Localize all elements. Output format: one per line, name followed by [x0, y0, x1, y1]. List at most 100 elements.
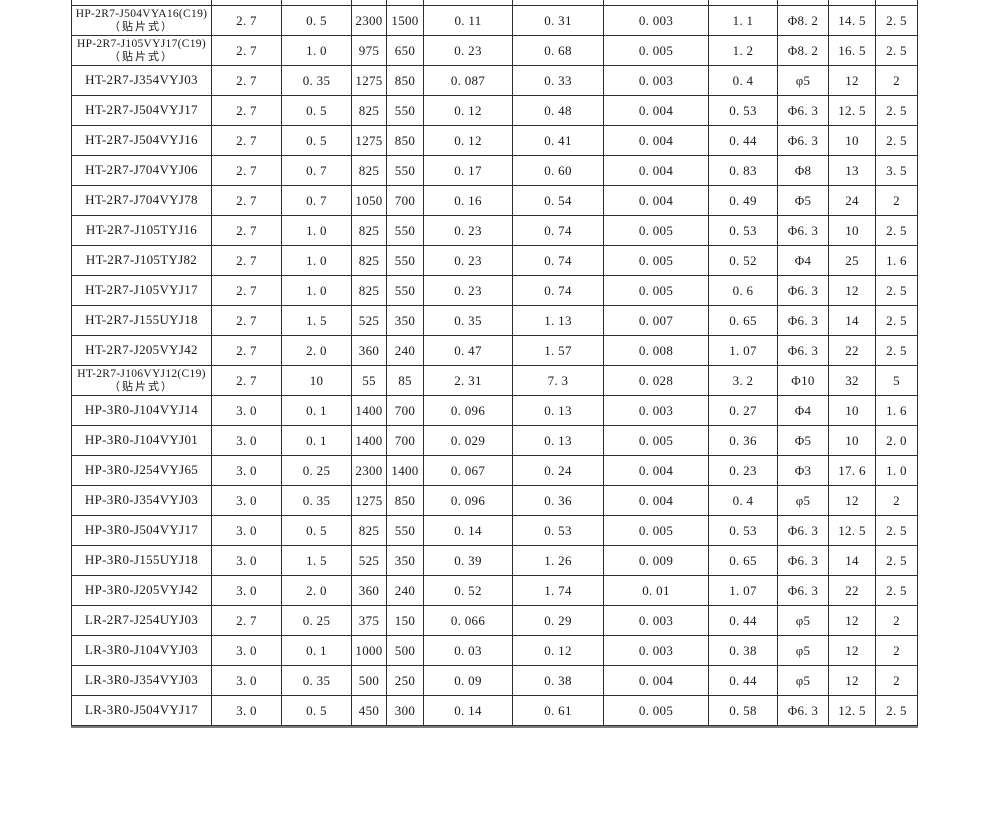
cell-value-9: Φ6. 3	[777, 275, 829, 306]
cell-value-6: 0. 41	[512, 125, 604, 156]
table-row: HT-2R7-J504VYJ17 2. 7 0. 5 825 550 0. 12 0. 48…	[71, 95, 918, 126]
cell-model: HP-3R0-J155UYJ18	[71, 545, 212, 576]
cell-value-9: φ5	[777, 665, 829, 696]
cell-value-5: 0. 39	[423, 545, 513, 576]
model-number: HP-3R0-J254VYJ65	[84, 462, 199, 478]
cell-value-10: 10	[828, 125, 876, 156]
cell-value-11: 2. 5	[875, 215, 918, 246]
cell-value-2: 0. 7	[281, 185, 352, 216]
cell-value-3: 1275	[351, 485, 387, 516]
cell-value-11: 2. 5	[875, 695, 918, 726]
cell-value-10: 13	[828, 155, 876, 186]
cell-value-6: 0. 33	[512, 65, 604, 96]
cell-value-7: 0. 005	[603, 515, 709, 546]
model-number: HT-2R7-J354VYJ03	[85, 72, 198, 88]
cell-model: LR-3R0-J354VYJ03	[71, 665, 212, 696]
cell-value-9: Φ3	[777, 455, 829, 486]
cell-value-11: 2. 5	[875, 95, 918, 126]
cell-value-10: 12	[828, 65, 876, 96]
cell-value-3: 525	[351, 305, 387, 336]
cell-value-4: 550	[386, 515, 424, 546]
cell-value-5: 0. 087	[423, 65, 513, 96]
cell-value-3: 825	[351, 515, 387, 546]
model-number: HT-2R7-J504VYJ17	[85, 102, 198, 118]
cell-value-5: 0. 096	[423, 395, 513, 426]
table-row: HT-2R7-J504VYJ16 2. 7 0. 5 1275 850 0. 12 0. 4…	[71, 125, 918, 156]
cell-value-4: 550	[386, 95, 424, 126]
cell-value-8: 0. 53	[708, 515, 778, 546]
cell-value-7: 0. 004	[603, 155, 709, 186]
cell-value-5: 0. 47	[423, 335, 513, 366]
cell-value-8: 0. 27	[708, 395, 778, 426]
cell-model: HP-3R0-J104VYJ01	[71, 425, 212, 456]
cell-value-11: 2	[875, 485, 918, 516]
cell-value-2: 0. 1	[281, 425, 352, 456]
cell-value-3: 2300	[351, 5, 387, 36]
cell-value-6: 0. 54	[512, 185, 604, 216]
cell-value-5: 0. 52	[423, 575, 513, 606]
cell-model: LR-3R0-J104VYJ03	[71, 635, 212, 666]
cell-value-8: 0. 58	[708, 695, 778, 726]
cell-value-2: 0. 5	[281, 5, 352, 36]
cell-value-4: 1500	[386, 5, 424, 36]
cell-model: HP-3R0-J504VYJ17	[71, 515, 212, 546]
cell-value-8: 0. 65	[708, 545, 778, 576]
cell-value-9: Φ8. 2	[777, 35, 829, 66]
cell-value-9: Φ10	[777, 365, 829, 396]
cell-value-6: 0. 74	[512, 215, 604, 246]
cell-value-6: 0. 74	[512, 275, 604, 306]
cell-value-1: 2. 7	[211, 185, 282, 216]
cell-value-8: 0. 44	[708, 125, 778, 156]
cell-value-11: 2. 5	[875, 545, 918, 576]
cell-value-10: 12	[828, 665, 876, 696]
cell-value-6: 1. 13	[512, 305, 604, 336]
cell-value-3: 825	[351, 95, 387, 126]
cell-value-2: 0. 7	[281, 155, 352, 186]
cell-value-11: 2	[875, 635, 918, 666]
cell-value-1: 3. 0	[211, 485, 282, 516]
cell-value-4: 350	[386, 545, 424, 576]
model-note: （贴片式）	[109, 380, 174, 393]
cell-value-2: 0. 5	[281, 95, 352, 126]
cell-value-1: 3. 0	[211, 635, 282, 666]
cell-value-6: 0. 38	[512, 665, 604, 696]
model-number: HT-2R7-J704VYJ06	[85, 162, 198, 178]
cell-value-3: 825	[351, 155, 387, 186]
spec-table: HP-2R7-J504VYA16(C19) （贴片式） 2. 7 0. 5 2300 15…	[71, 0, 918, 726]
cell-value-2: 0. 35	[281, 65, 352, 96]
cell-value-6: 0. 29	[512, 605, 604, 636]
cell-value-9: Φ6. 3	[777, 515, 829, 546]
cell-value-5: 0. 11	[423, 5, 513, 36]
cell-value-5: 0. 35	[423, 305, 513, 336]
cell-value-7: 0. 005	[603, 245, 709, 276]
cell-value-7: 0. 004	[603, 455, 709, 486]
cell-value-5: 0. 14	[423, 695, 513, 726]
cell-value-8: 0. 52	[708, 245, 778, 276]
cell-model: HT-2R7-J704VYJ78	[71, 185, 212, 216]
cell-value-1: 2. 7	[211, 365, 282, 396]
cell-value-9: Φ6. 3	[777, 575, 829, 606]
cell-value-7: 0. 004	[603, 185, 709, 216]
cell-value-4: 550	[386, 155, 424, 186]
cell-value-7: 0. 008	[603, 335, 709, 366]
cell-value-5: 0. 067	[423, 455, 513, 486]
cell-value-6: 1. 26	[512, 545, 604, 576]
table-row: HT-2R7-J354VYJ03 2. 7 0. 35 1275 850 0. 087 0.…	[71, 65, 918, 96]
cell-value-2: 0. 5	[281, 695, 352, 726]
cell-value-7: 0. 005	[603, 35, 709, 66]
cell-value-1: 2. 7	[211, 35, 282, 66]
cell-value-2: 1. 0	[281, 245, 352, 276]
cell-value-3: 375	[351, 605, 387, 636]
cell-value-6: 0. 68	[512, 35, 604, 66]
cell-model: HT-2R7-J105TYJ16	[71, 215, 212, 246]
cell-value-3: 1050	[351, 185, 387, 216]
cell-value-2: 1. 5	[281, 545, 352, 576]
cell-model: HT-2R7-J504VYJ16	[71, 125, 212, 156]
cell-model: HT-2R7-J504VYJ17	[71, 95, 212, 126]
cell-value-2: 0. 1	[281, 635, 352, 666]
model-number: HP-3R0-J104VYJ01	[84, 432, 199, 448]
cell-value-8: 0. 4	[708, 65, 778, 96]
cell-value-7: 0. 003	[603, 65, 709, 96]
model-number: HP-2R7-J105VYJ17(C19)	[77, 37, 206, 50]
